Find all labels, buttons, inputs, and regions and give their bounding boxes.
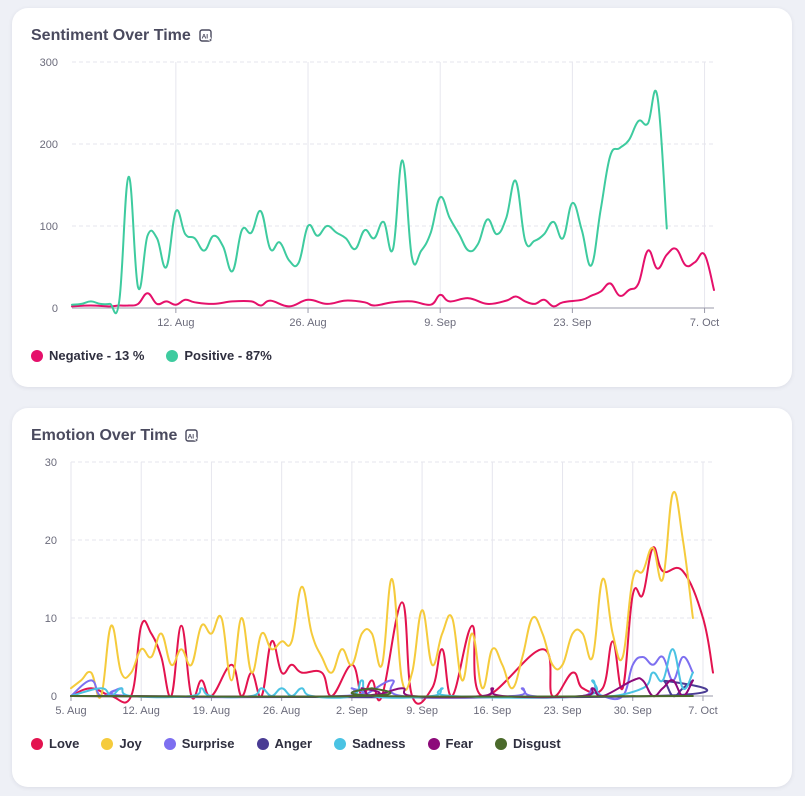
emotion-series-love[interactable] bbox=[70, 546, 714, 705]
legend-marker bbox=[427, 737, 440, 750]
emotion-y-tick-label: 10 bbox=[45, 613, 57, 625]
legend-marker bbox=[101, 737, 114, 750]
legend-label: Positive - 87% bbox=[184, 348, 272, 363]
legend-item-negative-13[interactable]: Negative - 13 % bbox=[31, 348, 144, 363]
sentiment-x-tick-label: 12. Aug bbox=[157, 317, 194, 329]
sentiment-legend: Negative - 13 % Positive - 87% bbox=[31, 348, 294, 363]
legend-item-love[interactable]: Love bbox=[31, 736, 79, 751]
sentiment-y-tick-label: 200 bbox=[40, 139, 58, 151]
emotion-x-tick-label: 16. Sep bbox=[473, 705, 511, 717]
legend-label: Joy bbox=[119, 736, 142, 751]
sentiment-y-tick-label: 0 bbox=[52, 303, 58, 315]
sentiment-x-tick-label: 9. Sep bbox=[424, 317, 456, 329]
sentiment-title: Sentiment Over Time AI bbox=[31, 27, 213, 45]
emotion-x-tick-label: 26. Aug bbox=[263, 705, 300, 717]
emotion-x-tick-label: 5. Aug bbox=[55, 705, 86, 717]
legend-label: Love bbox=[49, 736, 80, 751]
emotion-legend: Love Joy Surprise Anger Sadness Fear Disgust bbox=[31, 736, 583, 751]
svg-text:AI: AI bbox=[188, 434, 195, 441]
emotion-series-joy[interactable] bbox=[70, 490, 694, 699]
emotion-x-tick-label: 7. Oct bbox=[688, 705, 717, 717]
legend-item-disgust[interactable]: Disgust bbox=[495, 736, 561, 751]
emotion-x-tick-label: 2. Sep bbox=[336, 705, 368, 717]
sentiment-x-tick-label: 23. Sep bbox=[553, 317, 591, 329]
legend-label: Disgust bbox=[513, 736, 561, 751]
legend-label: Sadness bbox=[352, 736, 406, 751]
legend-marker bbox=[31, 349, 43, 362]
legend-item-fear[interactable]: Fear bbox=[427, 736, 474, 751]
legend-marker bbox=[334, 737, 347, 750]
sentiment-card: Sentiment Over Time AI 0 100 200 300 12. Aug… bbox=[12, 8, 792, 387]
sentiment-x-tick-label: 7. Oct bbox=[690, 317, 719, 329]
legend-marker bbox=[31, 737, 43, 750]
ai-sparkle-icon[interactable]: AI bbox=[185, 429, 200, 443]
legend-label: Anger bbox=[274, 736, 313, 751]
legend-label: Negative - 13 % bbox=[49, 348, 145, 363]
emotion-x-tick-label: 23. Sep bbox=[544, 705, 582, 717]
legend-marker bbox=[166, 349, 179, 362]
sentiment-x-tick-label: 26. Aug bbox=[289, 317, 326, 329]
sentiment-series-negative[interactable] bbox=[71, 247, 715, 308]
emotion-x-tick-label: 19. Aug bbox=[193, 705, 230, 717]
emotion-card: Emotion Over Time AI 0 10 20 30 5. Aug 12. Au… bbox=[12, 408, 792, 787]
emotion-title: Emotion Over Time AI bbox=[31, 427, 200, 445]
legend-item-sadness[interactable]: Sadness bbox=[334, 736, 406, 751]
emotion-x-tick-label: 9. Sep bbox=[406, 705, 438, 717]
sentiment-series-positive[interactable] bbox=[71, 89, 668, 315]
legend-label: Fear bbox=[445, 736, 474, 751]
sentiment-y-tick-label: 300 bbox=[40, 57, 58, 69]
sentiment-y-tick-label: 100 bbox=[40, 221, 58, 233]
emotion-y-tick-label: 0 bbox=[51, 691, 57, 703]
emotion-chart: 0 10 20 30 5. Aug 12. Aug 19. Aug 26. Aug 2. Sep… bbox=[45, 457, 718, 717]
legend-item-joy[interactable]: Joy bbox=[101, 736, 142, 751]
emotion-series-disgust[interactable] bbox=[70, 687, 694, 698]
emotion-x-tick-label: 12. Aug bbox=[123, 705, 160, 717]
svg-text:AI: AI bbox=[201, 34, 208, 41]
legend-item-surprise[interactable]: Surprise bbox=[163, 736, 235, 751]
legend-item-positive-87[interactable]: Positive - 87% bbox=[166, 348, 272, 363]
legend-marker bbox=[495, 737, 508, 750]
emotion-x-tick-label: 30. Sep bbox=[614, 705, 652, 717]
legend-marker bbox=[163, 737, 176, 750]
emotion-y-tick-label: 30 bbox=[45, 457, 57, 469]
ai-sparkle-icon[interactable]: AI bbox=[199, 29, 213, 43]
legend-marker bbox=[256, 737, 269, 750]
emotion-y-tick-label: 20 bbox=[45, 535, 57, 547]
sentiment-chart: 0 100 200 300 12. Aug 26. Aug 9. Sep 23. Sep 7. … bbox=[40, 57, 720, 329]
legend-label: Surprise bbox=[181, 736, 235, 751]
legend-item-anger[interactable]: Anger bbox=[256, 736, 313, 751]
